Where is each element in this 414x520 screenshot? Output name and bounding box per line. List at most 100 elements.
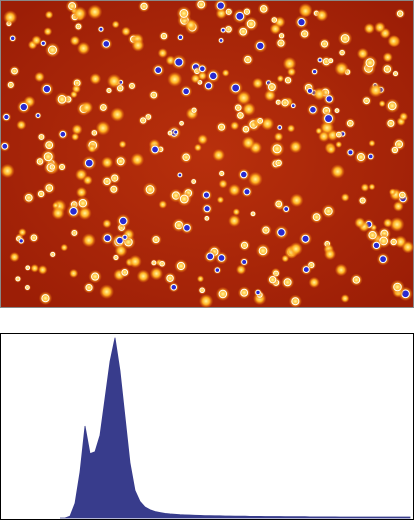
spot-glow bbox=[76, 41, 91, 56]
spot-glow bbox=[251, 77, 264, 90]
spot-ring bbox=[140, 117, 147, 124]
spot-glow bbox=[384, 98, 400, 114]
spot-glow bbox=[40, 149, 56, 165]
spot-ring bbox=[277, 228, 286, 237]
spot-glow bbox=[385, 117, 397, 130]
spot-glow bbox=[350, 273, 363, 287]
spot-ring bbox=[204, 82, 213, 90]
spot-glow bbox=[88, 269, 102, 284]
spot-glow bbox=[72, 6, 88, 21]
spot-ring bbox=[283, 278, 292, 287]
spot-ring bbox=[324, 206, 333, 216]
spot-ring bbox=[328, 58, 334, 64]
spot-glow bbox=[333, 107, 341, 115]
spot-glow bbox=[111, 20, 120, 29]
spot-glow bbox=[38, 291, 53, 305]
spot-ring bbox=[352, 276, 361, 284]
spot-glow bbox=[249, 210, 257, 218]
spot-glow bbox=[327, 57, 335, 65]
spot-glow bbox=[382, 218, 393, 228]
spot-glow bbox=[75, 196, 90, 211]
spot-ring bbox=[379, 255, 387, 264]
spot-glow bbox=[118, 140, 127, 149]
spot-ring bbox=[262, 226, 270, 234]
spot-glow bbox=[354, 150, 368, 164]
spot-ring bbox=[209, 71, 218, 81]
spot-ring bbox=[173, 129, 179, 135]
spot-glow bbox=[228, 183, 241, 197]
spot-glow bbox=[282, 56, 297, 71]
spot-glow bbox=[360, 183, 370, 192]
spot-glow bbox=[60, 243, 69, 252]
spot-ring bbox=[320, 40, 329, 48]
spot-ring bbox=[217, 123, 226, 131]
spot-glow bbox=[280, 275, 295, 289]
spot-glow bbox=[36, 188, 47, 199]
spot-ring bbox=[179, 8, 189, 18]
spot-glow bbox=[363, 22, 375, 35]
spot-ring bbox=[202, 191, 210, 199]
spot-ring bbox=[106, 87, 112, 94]
spot-ring bbox=[191, 107, 197, 113]
spot-glow bbox=[36, 132, 46, 142]
spot-glow bbox=[318, 38, 331, 50]
spot-glow bbox=[130, 152, 145, 167]
spot-glow bbox=[299, 4, 312, 18]
spot-glow bbox=[221, 69, 230, 77]
spot-glow bbox=[378, 100, 386, 108]
spot-glow bbox=[273, 157, 284, 169]
spot-ring bbox=[244, 55, 252, 64]
spot-glow bbox=[71, 84, 81, 94]
spot-ring bbox=[151, 145, 159, 154]
spot-glow bbox=[190, 178, 198, 186]
spot-glow bbox=[286, 67, 297, 77]
spot-ring bbox=[387, 119, 395, 127]
spot-glow bbox=[18, 228, 27, 237]
spot-glow bbox=[136, 269, 150, 283]
spot-glow bbox=[51, 206, 65, 220]
spot-ring bbox=[177, 34, 184, 40]
spot-ring bbox=[25, 265, 31, 271]
spot-glow bbox=[158, 30, 170, 42]
spot-ring bbox=[277, 125, 283, 130]
spot-glow bbox=[265, 80, 279, 94]
spot-ring bbox=[231, 83, 241, 93]
spot-glow bbox=[388, 188, 397, 196]
spot-ring bbox=[339, 49, 345, 56]
spot-ring bbox=[306, 87, 313, 94]
spot-ring bbox=[197, 0, 206, 9]
spot-ring bbox=[258, 246, 268, 256]
spot-ring bbox=[387, 101, 397, 111]
spot-ring bbox=[121, 269, 129, 276]
spot-glow bbox=[75, 186, 88, 198]
spot-ring bbox=[45, 141, 54, 150]
spot-glow bbox=[273, 198, 285, 210]
spot-glow bbox=[365, 228, 380, 243]
spot-ring bbox=[129, 82, 135, 89]
spot-glow bbox=[286, 124, 296, 133]
spot-glow bbox=[127, 81, 137, 91]
spot-ring bbox=[346, 119, 354, 127]
spot-glow bbox=[223, 7, 234, 17]
spot-ring bbox=[393, 282, 402, 292]
spot-glow bbox=[217, 169, 226, 178]
spot-glow bbox=[240, 124, 252, 135]
spot-ring bbox=[57, 95, 67, 104]
spot-ring bbox=[297, 18, 306, 27]
spot-ring bbox=[291, 297, 300, 306]
spot-glow bbox=[101, 156, 114, 169]
spot-glow bbox=[308, 276, 320, 289]
spot-glow bbox=[197, 286, 207, 295]
spot-glow bbox=[279, 96, 291, 109]
spot-ring bbox=[167, 130, 173, 136]
spot-ring bbox=[250, 211, 256, 217]
spot-ring bbox=[25, 193, 33, 202]
spot-glow bbox=[230, 121, 240, 131]
spot-glow bbox=[228, 214, 241, 228]
spot-glow bbox=[203, 214, 211, 222]
spot-glow bbox=[218, 179, 228, 189]
spot-ring bbox=[43, 152, 53, 162]
spot-glow bbox=[0, 163, 15, 179]
spot-ring bbox=[103, 234, 112, 243]
